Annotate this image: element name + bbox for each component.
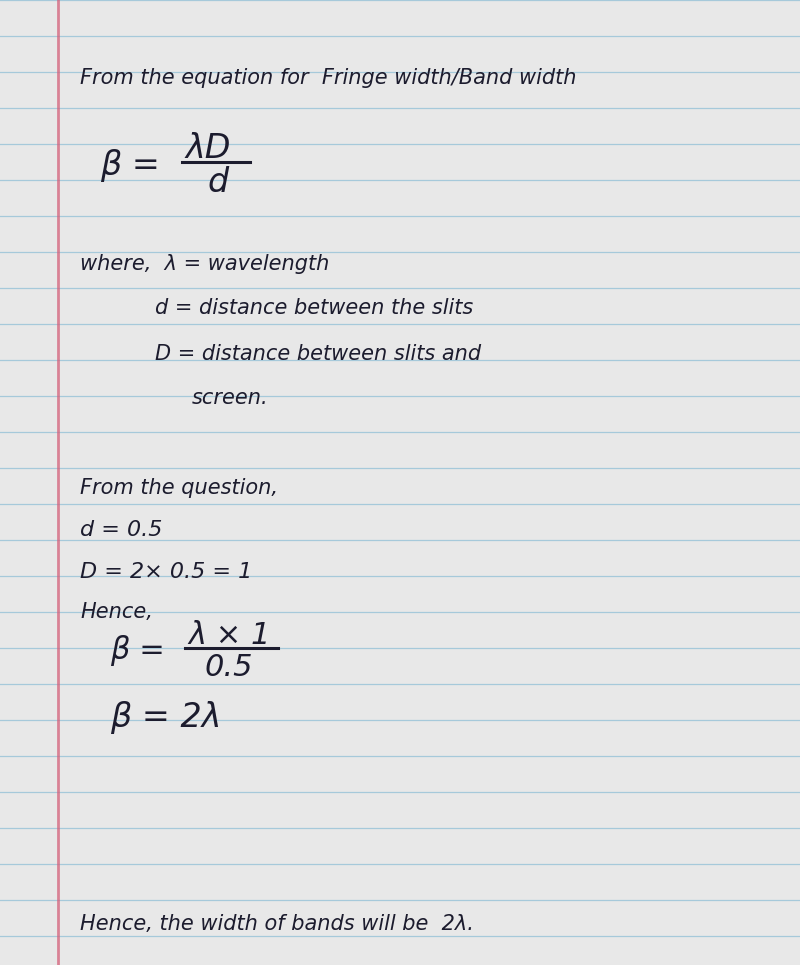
Text: screen.: screen. [192, 388, 269, 408]
Text: β = 2λ: β = 2λ [110, 702, 222, 734]
Text: From the question,: From the question, [80, 478, 278, 498]
Text: β =: β = [100, 149, 170, 181]
Text: D = 2× 0.5 = 1: D = 2× 0.5 = 1 [80, 562, 252, 582]
Text: 0.5: 0.5 [204, 652, 253, 681]
Text: Hence, the width of bands will be  2λ.: Hence, the width of bands will be 2λ. [80, 914, 474, 934]
Text: where,  λ = wavelength: where, λ = wavelength [80, 254, 330, 274]
Text: d = 0.5: d = 0.5 [80, 520, 162, 540]
Text: β =: β = [110, 635, 174, 666]
Text: d = distance between the slits: d = distance between the slits [155, 298, 474, 318]
Text: Hence,: Hence, [80, 602, 153, 622]
Text: d: d [207, 166, 228, 199]
Text: λ × 1: λ × 1 [188, 620, 270, 649]
Text: From the equation for  Fringe width/Band width: From the equation for Fringe width/Band … [80, 68, 577, 88]
Text: D = distance between slits and: D = distance between slits and [155, 344, 481, 364]
Text: λD: λD [185, 131, 230, 164]
